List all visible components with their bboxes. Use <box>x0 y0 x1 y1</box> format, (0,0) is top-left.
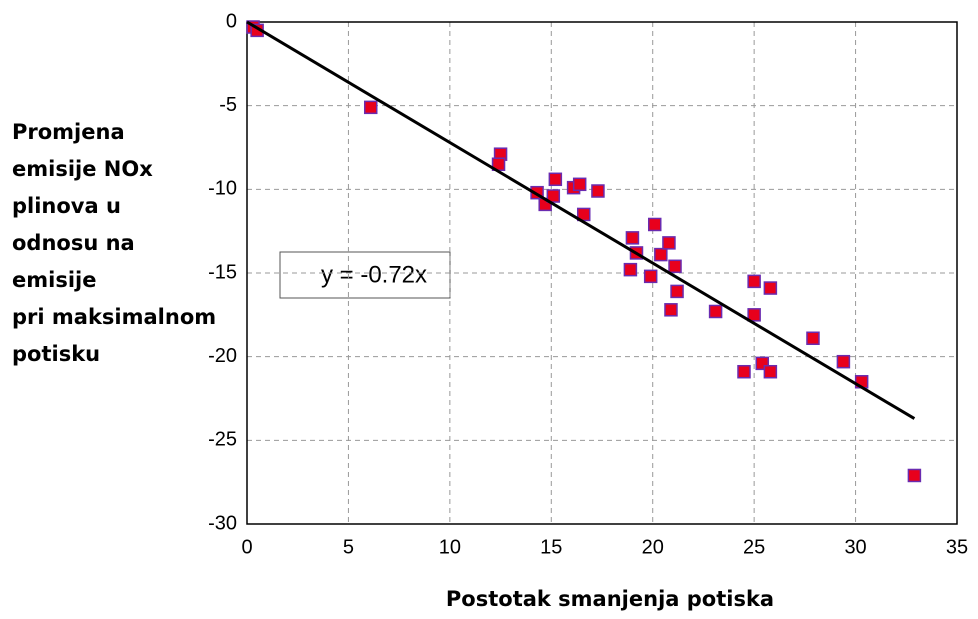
y-axis-label: plinova u <box>12 194 121 218</box>
point <box>668 259 682 274</box>
y-axis-label: odnosu na <box>12 231 135 255</box>
point <box>836 354 851 369</box>
point <box>763 364 778 379</box>
y-tick-label: -20 <box>208 345 237 367</box>
point <box>591 184 605 198</box>
point <box>572 177 587 192</box>
point <box>643 269 658 284</box>
x-tick-label: 35 <box>946 536 968 558</box>
x-tick-label: 30 <box>844 536 866 558</box>
point <box>747 308 761 322</box>
y-axis-label: emisije <box>12 268 96 292</box>
point <box>737 364 751 379</box>
annotation: y = -0.72x <box>321 261 427 288</box>
point <box>670 284 684 299</box>
point <box>625 231 640 245</box>
point <box>363 100 378 115</box>
x-tick-label: 25 <box>743 536 765 558</box>
point <box>546 189 561 203</box>
y-axis-label: potisku <box>12 342 100 366</box>
y-tick-label: 0 <box>226 10 237 32</box>
y-tick-label: -25 <box>208 429 237 451</box>
point <box>647 217 662 232</box>
annotation-box <box>279 251 451 299</box>
x-axis-label: Postotak smanjenja potiska <box>446 587 774 611</box>
point <box>708 304 723 319</box>
x-tick-label: 15 <box>540 536 562 558</box>
point <box>664 303 678 317</box>
plot-frame <box>246 21 958 525</box>
point <box>806 331 820 346</box>
y-axis-label: Promjena <box>12 120 125 144</box>
x-tick-label: 20 <box>642 536 664 558</box>
x-tick-label: 0 <box>241 536 252 558</box>
y-tick-label: -30 <box>208 512 237 534</box>
point <box>623 262 638 277</box>
point <box>662 236 676 250</box>
y-axis-label: pri maksimalnom <box>12 305 216 329</box>
point <box>654 247 668 262</box>
y-axis-label: emisije NOx <box>12 157 153 181</box>
y-tick-label: -10 <box>208 178 237 200</box>
x-tick-label: 5 <box>343 536 354 558</box>
point <box>907 468 922 483</box>
point <box>747 274 761 289</box>
y-tick-label: -15 <box>208 261 237 283</box>
point <box>763 281 778 295</box>
x-tick-label: 10 <box>439 536 461 558</box>
point <box>548 172 563 187</box>
y-tick-label: -5 <box>219 94 237 116</box>
fit-line <box>246 20 916 420</box>
